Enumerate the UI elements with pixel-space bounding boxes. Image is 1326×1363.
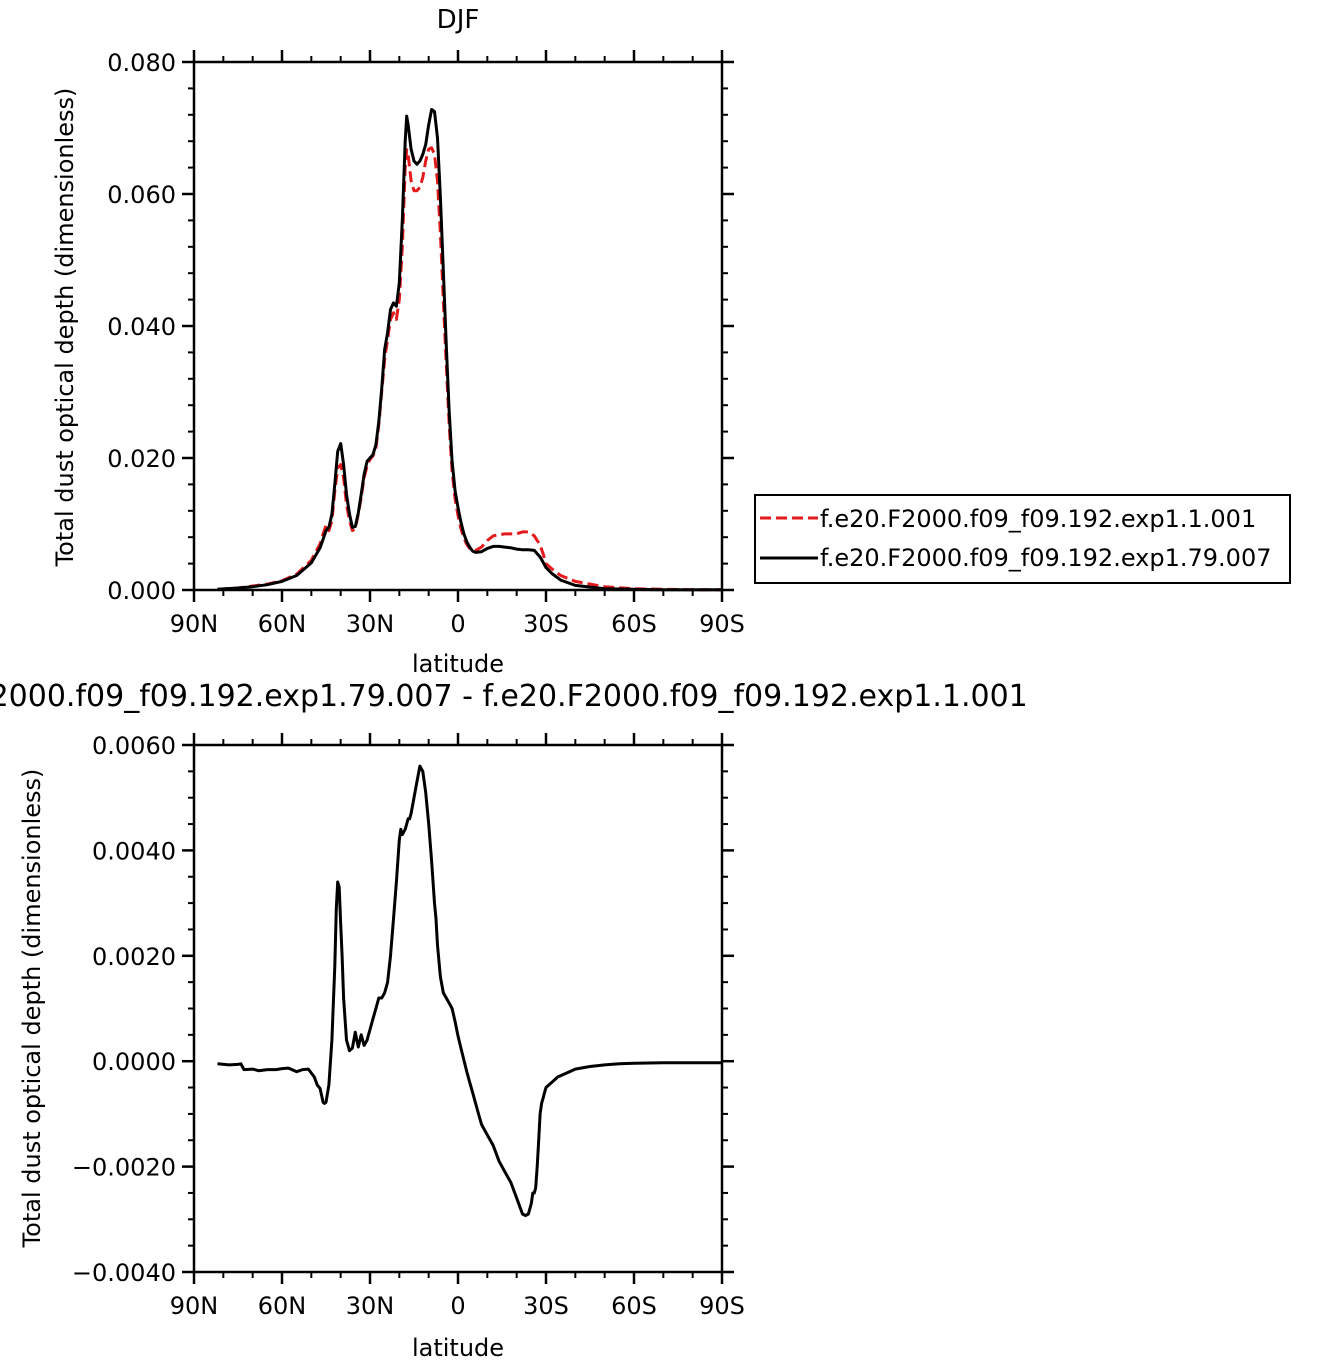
bottom-x-tick-label: 60N bbox=[258, 1292, 307, 1320]
top-panel: 90N 60N 30N 0 30S 60S 90S 0.000 0.020 0.040 0.060 0… bbox=[107, 49, 745, 638]
bottom-x-tick-label: 60S bbox=[611, 1292, 657, 1320]
bottom-y-tick-label: 0.0000 bbox=[92, 1048, 176, 1076]
bottom-x-tick-label: 0 bbox=[450, 1292, 465, 1320]
top-x-tick-label: 90N bbox=[170, 610, 219, 638]
top-y-tick-label: 0.000 bbox=[107, 577, 176, 605]
bottom-plot-frame bbox=[192, 743, 724, 1274]
bottom-x-tick-label: 90N bbox=[170, 1292, 219, 1320]
top-x-tick-label: 60N bbox=[258, 610, 307, 638]
legend-label-series-1: f.e20.F2000.f09_f09.192.exp1.1.001 bbox=[820, 505, 1256, 533]
top-y-tick-label: 0.060 bbox=[107, 181, 176, 209]
top-y-tick-label: 0.080 bbox=[107, 49, 176, 77]
bottom-y-tick-label: 0.0060 bbox=[92, 732, 176, 760]
bottom-x-tick-label: 30N bbox=[346, 1292, 395, 1320]
bottom-y-tick-label: −0.0020 bbox=[72, 1154, 176, 1182]
top-x-tick-label: 90S bbox=[699, 610, 745, 638]
legend-box bbox=[754, 494, 1291, 584]
legend-label-series-2: f.e20.F2000.f09_f09.192.exp1.79.007 bbox=[820, 544, 1271, 572]
top-x-axis-label: latitude bbox=[412, 650, 504, 678]
top-chart-title: DJF bbox=[437, 5, 480, 35]
bottom-y-tick-label: 0.0020 bbox=[92, 943, 176, 971]
top-x-tick-label: 30N bbox=[346, 610, 395, 638]
bottom-panel: 90N 60N 30N 0 30S 60S 90S −0.0040 −0.0020 0.0000 0… bbox=[72, 732, 745, 1320]
bottom-y-axis-label: Total dust optical depth (dimensionless) bbox=[18, 769, 46, 1249]
bottom-y-tick-label: −0.0040 bbox=[72, 1259, 176, 1287]
top-y-tick-label: 0.020 bbox=[107, 445, 176, 473]
bottom-chart-title: f.e20.F2000.f09_f09.192.exp1.79.007 - f.… bbox=[0, 679, 1028, 714]
top-x-tick-label: 60S bbox=[611, 610, 657, 638]
top-y-axis-label: Total dust optical depth (dimensionless) bbox=[51, 88, 79, 568]
top-x-tick-label: 0 bbox=[450, 610, 465, 638]
top-x-tick-label: 30S bbox=[523, 610, 569, 638]
legend: f.e20.F2000.f09_f09.192.exp1.1.001 f.e20… bbox=[754, 494, 1291, 584]
bottom-series-line-1 bbox=[217, 764, 722, 1218]
bottom-x-axis-label: latitude bbox=[412, 1334, 504, 1362]
bottom-y-tick-label: 0.0040 bbox=[92, 837, 176, 865]
bottom-x-tick-label: 90S bbox=[699, 1292, 745, 1320]
bottom-x-tick-label: 30S bbox=[523, 1292, 569, 1320]
top-series-line-1 bbox=[217, 146, 722, 592]
top-y-tick-label: 0.040 bbox=[107, 313, 176, 341]
top-series-line-2 bbox=[217, 108, 722, 592]
